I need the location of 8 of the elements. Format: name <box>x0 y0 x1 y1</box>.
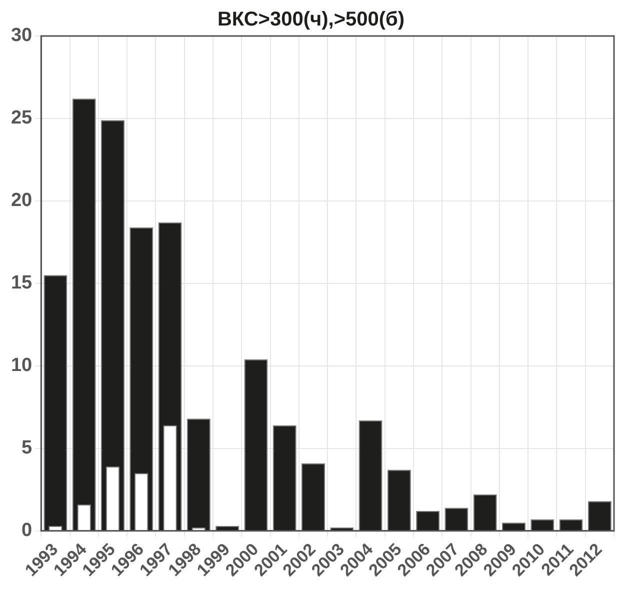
y-tick-label: 0 <box>22 520 32 542</box>
y-tick-label: 25 <box>10 108 33 129</box>
y-tick-label: 30 <box>10 25 32 46</box>
y-tick-label: 5 <box>22 438 33 459</box>
chart-title: ВКС>300(ч),>500(б) <box>217 8 405 31</box>
y-tick-label: 15 <box>10 272 33 294</box>
y-tick-label: 20 <box>10 190 32 212</box>
y-tick-label: 10 <box>10 355 32 376</box>
